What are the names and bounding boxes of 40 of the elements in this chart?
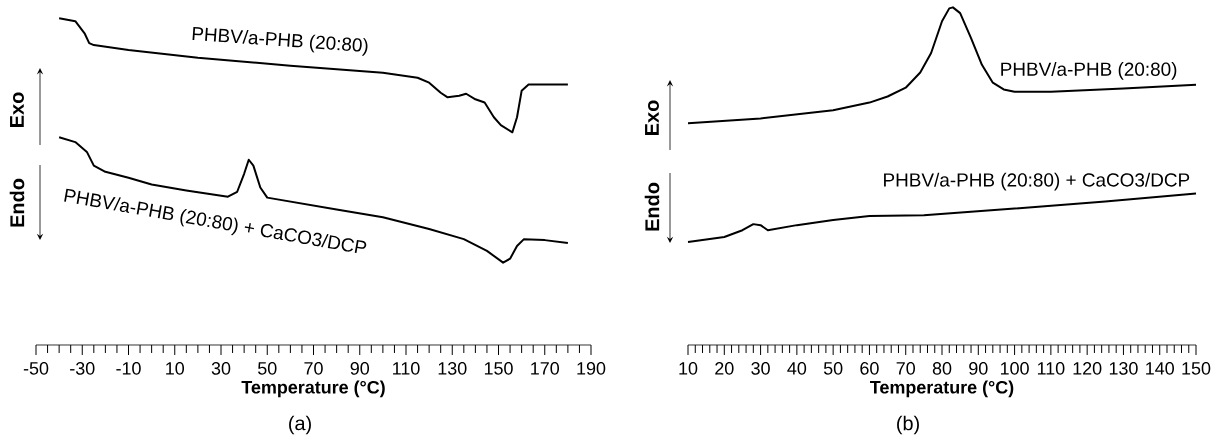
x-axis-title: Temperature (°C) bbox=[241, 380, 385, 398]
x-tick-label: 10 bbox=[166, 362, 185, 375]
x-tick-label: 10 bbox=[679, 362, 698, 375]
series-label: PHBV/a-PHB (20:80) + CaCO3/DCP bbox=[884, 172, 1190, 191]
x-axis-title: Temperature (°C) bbox=[870, 380, 1014, 398]
x-tick-label: 70 bbox=[304, 362, 323, 375]
x-tick-label: 130 bbox=[438, 362, 467, 375]
x-tick-label: 80 bbox=[932, 362, 952, 375]
x-tick-label: 50 bbox=[823, 362, 843, 375]
x-tick-label: -10 bbox=[116, 362, 141, 375]
text: Exo bbox=[10, 92, 24, 127]
series-label: PHBV/a-PHB (20:80) bbox=[1001, 62, 1177, 80]
x-tick-label: 60 bbox=[860, 362, 879, 375]
text: (b) bbox=[897, 415, 919, 435]
x-tick-label: 100 bbox=[1000, 362, 1029, 375]
x-tick-label: 140 bbox=[1146, 362, 1174, 375]
x-tick-label: 50 bbox=[258, 362, 277, 375]
x-tick-label: 30 bbox=[211, 362, 231, 375]
x-tick-label: 170 bbox=[531, 362, 560, 375]
x-tick-label: 90 bbox=[969, 362, 988, 375]
text: PHBV/a-PHB (20:80) + CaCO3/DCP bbox=[64, 188, 367, 254]
x-tick-label: 90 bbox=[350, 362, 370, 375]
x-tick-label: 150 bbox=[484, 362, 513, 375]
text: (a) bbox=[289, 415, 311, 435]
x-tick-label: -50 bbox=[23, 362, 49, 375]
x-tick-label: 130 bbox=[1109, 362, 1138, 375]
x-tick-label: -30 bbox=[70, 362, 95, 375]
x-tick-label: 40 bbox=[787, 362, 807, 375]
x-tick-label: 110 bbox=[393, 362, 420, 375]
text: Exo bbox=[645, 100, 659, 135]
text: Endo bbox=[9, 178, 25, 227]
x-tick-label: 190 bbox=[577, 362, 606, 375]
x-tick-label: 110 bbox=[1037, 362, 1065, 375]
x-tick-label: 70 bbox=[896, 362, 915, 375]
x-tick-label: 150 bbox=[1182, 362, 1211, 375]
text: Endo bbox=[644, 182, 660, 231]
x-tick-label: 30 bbox=[751, 362, 770, 375]
series-label: PHBV/a-PHB (20:80) bbox=[192, 26, 368, 56]
x-tick-label: 20 bbox=[715, 362, 734, 375]
x-tick-label: 120 bbox=[1073, 362, 1102, 375]
